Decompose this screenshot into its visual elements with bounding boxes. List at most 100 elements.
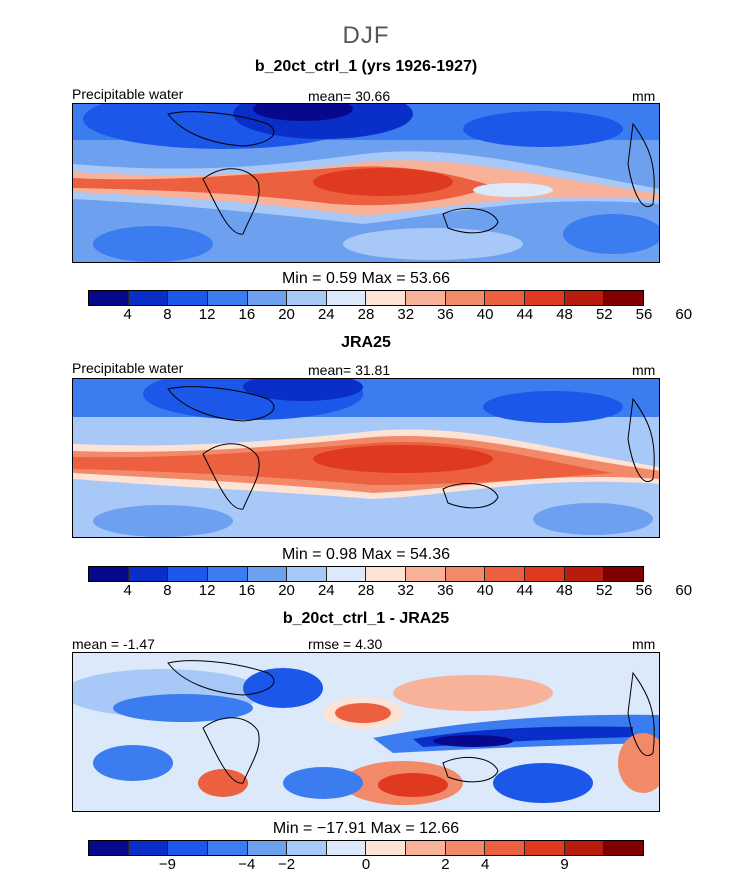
colorbar-tick-label: 4 [480,856,490,873]
panel-2-mean-label: mean= 31.81 [308,362,391,378]
colorbar-segment [326,291,367,305]
panel-1-map [72,103,660,263]
colorbar-tick-label: 36 [437,306,454,323]
panel-1-colorbar [88,290,644,306]
colorbar-segment [168,291,208,305]
colorbar-tick-label: 52 [595,582,613,599]
colorbar-segment [445,841,486,855]
panel-1-variable-label: Precipitable water [72,86,184,102]
panel-2-title: JRA25 [341,334,391,351]
panel-2-minmax: Min = 0.98 Max = 54.36 [281,546,451,563]
panel-3-title: b_20ct_ctrl_1 - JRA25 [282,610,450,627]
colorbar-tick-label: 56 [635,582,653,599]
colorbar-segment [287,291,327,305]
colorbar-tick-label: 60 [675,582,693,599]
colorbar-tick-label: 8 [163,306,172,323]
colorbar-tick-label: 32 [397,306,415,323]
colorbar-segment [247,841,288,855]
colorbar-tick-label: 52 [595,306,613,323]
colorbar-segment [604,841,643,855]
panel-3-map [72,652,660,812]
panel-3-colorbar [88,840,644,856]
colorbar-tick-label: 24 [317,306,335,323]
colorbar-segment [207,291,248,305]
colorbar-segment [128,567,169,581]
panel-3-minmax: Min = −17.91 Max = 12.66 [272,820,460,837]
panel-3-rmse-label: rmse = 4.30 [308,636,383,652]
colorbar-segment [406,567,446,581]
colorbar-segment [366,291,407,305]
panel-1-units-label: mm [632,88,656,104]
colorbar-segment [207,841,248,855]
colorbar-segment [564,841,605,855]
colorbar-segment [604,291,643,305]
panel-1-title: b_20ct_ctrl_1 (yrs 1926-1927) [254,58,478,75]
colorbar-tick-label: 28 [357,306,375,323]
colorbar-segment [525,841,565,855]
colorbar-tick-label: 44 [516,582,534,599]
colorbar-segment [128,291,169,305]
colorbar-tick-label: 36 [437,582,454,599]
colorbar-tick-label: 24 [317,582,335,599]
colorbar-tick-label: 2 [441,856,450,873]
colorbar-segment [485,567,526,581]
colorbar-tick-label: 20 [278,306,295,323]
colorbar-tick-label: 32 [397,582,415,599]
colorbar-segment [207,567,248,581]
colorbar-segment [326,841,367,855]
season-title: DJF [342,22,390,49]
colorbar-segment [168,841,208,855]
panel-1-minmax: Min = 0.59 Max = 53.66 [281,270,451,287]
colorbar-segment [525,291,565,305]
colorbar-segment [406,291,446,305]
panel-2-map [72,378,660,538]
colorbar-segment [485,291,526,305]
colorbar-tick-label: −2 [278,856,296,873]
colorbar-tick-label: 12 [198,306,216,323]
colorbar-tick-label: 16 [238,582,256,599]
colorbar-segment [485,841,526,855]
colorbar-tick-label: −4 [238,856,256,873]
colorbar-tick-label: 20 [278,582,295,599]
colorbar-segment [564,291,605,305]
colorbar-segment [604,567,643,581]
colorbar-tick-label: 4 [123,306,132,323]
colorbar-tick-label: 4 [123,582,132,599]
colorbar-segment [366,567,407,581]
colorbar-tick-label: −9 [158,856,176,873]
colorbar-tick-label: 40 [476,306,494,323]
panel-2-units-label: mm [632,362,656,378]
colorbar-segment [326,567,367,581]
colorbar-segment [445,567,486,581]
colorbar-segment [406,841,446,855]
panel-2-variable-label: Precipitable water [72,360,184,376]
colorbar-tick-label: 60 [675,306,693,323]
panel-3-units-label: mm [632,636,656,652]
colorbar-tick-label: 56 [635,306,653,323]
panel-3-mean-label: mean = -1.47 [72,636,155,652]
colorbar-segment [564,567,605,581]
colorbar-segment [247,291,288,305]
colorbar-segment [247,567,288,581]
colorbar-tick-label: 44 [516,306,534,323]
colorbar-segment [128,841,169,855]
colorbar-tick-label: 48 [556,582,573,599]
colorbar-segment [287,567,327,581]
colorbar-tick-label: 16 [238,306,256,323]
colorbar-tick-label: 48 [556,306,573,323]
colorbar-tick-label: 0 [361,856,371,873]
colorbar-segment [287,841,327,855]
colorbar-tick-label: 9 [560,856,569,873]
colorbar-segment [89,291,129,305]
colorbar-segment [89,567,129,581]
colorbar-tick-label: 8 [163,582,172,599]
colorbar-segment [89,841,129,855]
colorbar-segment [168,567,208,581]
colorbar-segment [445,291,486,305]
colorbar-tick-label: 28 [357,582,375,599]
colorbar-segment [366,841,407,855]
panel-2-colorbar [88,566,644,582]
colorbar-tick-label: 40 [476,582,494,599]
panel-1-mean-label: mean= 30.66 [308,88,391,104]
colorbar-tick-label: 12 [198,582,216,599]
